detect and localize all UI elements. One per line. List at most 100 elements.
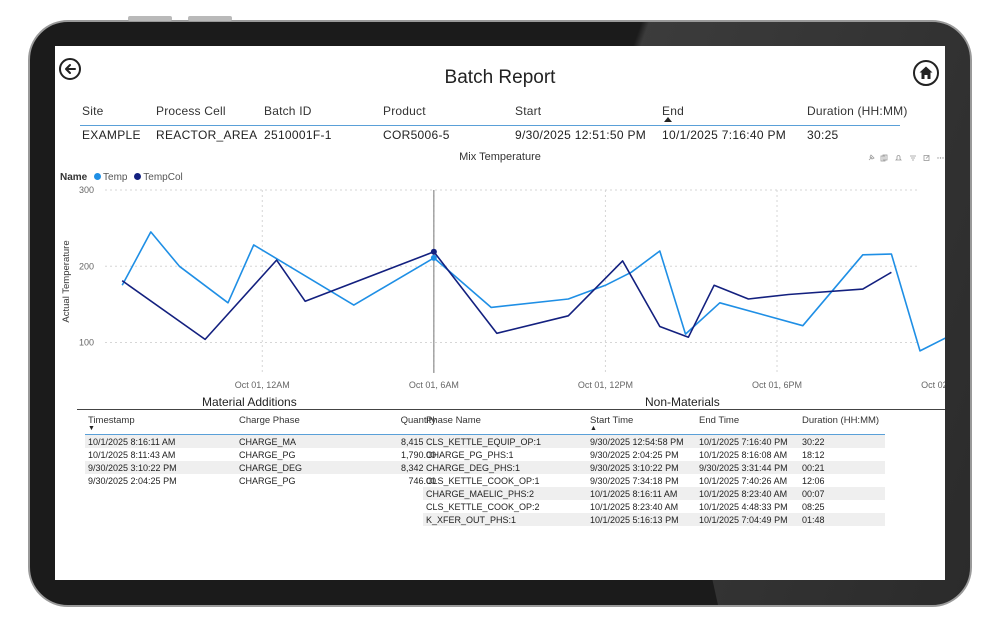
data-point-tempcol[interactable]: [430, 248, 437, 255]
visual-toolbar-icons: [868, 154, 944, 162]
y-tick-label: 200: [79, 261, 94, 271]
table-cell: K_XFER_OUT_PHS:1: [423, 513, 587, 526]
table-row[interactable]: CHARGE_DEG_PHS:1 9/30/2025 3:10:22 PM 9/30…: [423, 461, 885, 474]
column-header-label: Duration (HH:MM): [802, 415, 880, 426]
table-row[interactable]: CHARGE_MAELIC_PHS:2 10/1/2025 8:16:11 AM 1…: [423, 487, 885, 500]
batch-header-col-0[interactable]: Site: [82, 104, 104, 118]
table-cell: 9/30/2025 2:04:25 PM: [88, 475, 177, 486]
home-button[interactable]: [913, 60, 939, 86]
table-cell: CHARGE_PG: [239, 449, 296, 460]
material-additions-header-1[interactable]: Charge Phase: [236, 415, 337, 435]
expand-icon[interactable]: [923, 155, 930, 161]
chart-legend: Name Temp TempCol: [60, 172, 183, 183]
table-cell: 00:07: [799, 487, 885, 500]
legend-label-temp[interactable]: Temp: [103, 172, 128, 183]
table-row[interactable]: CHARGE_PG_PHS:1 9/30/2025 2:04:25 PM 10/1/…: [423, 448, 885, 461]
section-divider: [77, 409, 945, 410]
table-cell: 10/1/2025 7:16:40 PM: [696, 434, 799, 448]
table-cell: CLS_KETTLE_COOK_OP:1: [426, 475, 540, 486]
batch-header-col-6[interactable]: Duration (HH:MM): [807, 104, 908, 118]
material-additions-header-2[interactable]: Quantity: [337, 415, 439, 435]
x-tick-label: Oct 01, 6PM: [752, 380, 802, 390]
mix-temperature-chart[interactable]: 100 200 300 Oct 01, 12AM Oct 01, 6AM Oct 01, …: [55, 181, 945, 391]
table-cell: 10/1/2025 8:11:43 AM: [88, 449, 176, 460]
column-header-label: Charge Phase: [239, 415, 300, 426]
table-cell: 10/1/2025 7:04:49 PM: [696, 513, 799, 526]
bell-icon[interactable]: [895, 155, 902, 161]
legend-label-tempcol[interactable]: TempCol: [143, 172, 183, 183]
table-row[interactable]: 10/1/2025 8:11:43 AM CHARGE_PG 1,790.00: [85, 448, 439, 461]
tablet-volume-button: [128, 16, 172, 21]
y-tick-label: 100: [79, 338, 94, 348]
table-cell: 10/1/2025 8:16:08 AM: [699, 449, 788, 460]
legend-title: Name: [60, 172, 88, 183]
table-row[interactable]: 9/30/2025 2:04:25 PM CHARGE_PG 746.00: [85, 474, 439, 487]
x-tick-label: Oct 01, 12PM: [578, 380, 633, 390]
table-cell: 9/30/2025 3:10:22 PM: [85, 461, 236, 474]
table-cell: 9/30/2025 7:34:18 PM: [590, 475, 679, 486]
table-cell: 30:22: [799, 434, 885, 448]
chart-title: Mix Temperature: [459, 151, 541, 163]
non-materials-header-1[interactable]: Start Time ▲: [587, 415, 696, 435]
table-cell: 9/30/2025 3:10:22 PM: [587, 461, 696, 474]
table-cell: CLS_KETTLE_COOK_OP:2: [426, 501, 540, 512]
table-cell: 10/1/2025 5:16:13 PM: [587, 513, 696, 526]
column-header-label: Phase Name: [426, 415, 481, 426]
batch-header-col-5[interactable]: End: [662, 104, 684, 118]
table-cell: 9/30/2025 12:54:58 PM: [587, 434, 696, 448]
table-row[interactable]: 10/1/2025 8:16:11 AM CHARGE_MA 8,415.26: [85, 434, 439, 448]
table-cell: CHARGE_DEG: [236, 461, 337, 474]
column-header-label: Quantity: [400, 415, 436, 426]
material-additions-title: Material Additions: [202, 395, 297, 409]
column-header-label: Timestamp: [88, 415, 135, 426]
batch-header-col-4[interactable]: Start: [515, 104, 542, 118]
material-additions-header-0[interactable]: Timestamp ▼: [85, 415, 236, 435]
y-axis-label: Actual Temperature: [61, 240, 72, 322]
batch-header-col-3[interactable]: Product: [383, 104, 426, 118]
table-cell: 10/1/2025 8:23:40 AM: [696, 487, 799, 500]
table-cell: 8,342.00: [337, 461, 439, 474]
table-cell: 10/1/2025 8:16:11 AM: [587, 487, 696, 500]
batch-header-value-0: EXAMPLE: [82, 128, 141, 142]
report-screen: Batch Report Site EXAMPLE Process Cell REAC…: [55, 46, 945, 580]
tablet-power-button: [188, 16, 232, 21]
table-cell: CHARGE_DEG_PHS:1: [423, 461, 587, 474]
copy-icon[interactable]: [880, 154, 888, 162]
table-cell: 12:06: [802, 475, 825, 486]
table-row[interactable]: CLS_KETTLE_COOK_OP:1 9/30/2025 7:34:18 PM…: [423, 474, 885, 487]
x-tick-label: Oct 01, 12AM: [235, 380, 290, 390]
table-cell: CHARGE_PG: [239, 475, 296, 486]
batch-header-value-4: 9/30/2025 12:51:50 PM: [515, 128, 647, 142]
table-cell: 18:12: [802, 449, 825, 460]
table-row[interactable]: K_XFER_OUT_PHS:1 10/1/2025 5:16:13 PM 10/1…: [423, 513, 885, 526]
table-cell: CHARGE_MA: [236, 434, 337, 448]
filter-icon[interactable]: [910, 155, 916, 161]
batch-header-col-1[interactable]: Process Cell: [156, 104, 226, 118]
back-arrow-icon: [65, 64, 76, 74]
batch-header-col-2[interactable]: Batch ID: [264, 104, 312, 118]
table-row[interactable]: CLS_KETTLE_EQUIP_OP:1 9/30/2025 12:54:58 …: [423, 434, 885, 448]
non-materials-header-3[interactable]: Duration (HH:MM): [799, 415, 885, 435]
data-point-temp[interactable]: [430, 254, 437, 261]
legend-swatch-temp: [94, 173, 102, 180]
column-header-label: Start Time: [590, 415, 634, 426]
series-line-temp[interactable]: [121, 231, 945, 352]
non-materials-header-2[interactable]: End Time: [696, 415, 799, 435]
batch-header-value-2: 2510001F-1: [264, 128, 332, 142]
report-title: Batch Report: [444, 67, 556, 88]
more-options-icon[interactable]: [937, 157, 944, 159]
back-button[interactable]: [59, 58, 81, 80]
sort-ascending-icon: ▲: [590, 425, 597, 432]
visual-toolbar: [867, 154, 945, 164]
table-row[interactable]: CLS_KETTLE_COOK_OP:2 10/1/2025 8:23:40 AM…: [423, 500, 885, 513]
table-cell: 9/30/2025 2:04:25 PM: [590, 449, 679, 460]
table-row[interactable]: 9/30/2025 3:10:22 PM CHARGE_DEG 8,342.00: [85, 461, 439, 474]
table-cell: 10/1/2025 8:16:11 AM: [85, 434, 236, 448]
x-tick-label: Oct 02, 12AM: [921, 380, 945, 390]
non-materials-header-0[interactable]: Phase Name: [423, 415, 587, 435]
table-cell: 00:21: [799, 461, 885, 474]
series-line-tempcol[interactable]: [121, 251, 892, 341]
table-cell: 9/30/2025 3:31:44 PM: [696, 461, 799, 474]
table-cell: 10/1/2025 8:23:40 AM: [590, 501, 679, 512]
pin-icon[interactable]: [868, 154, 875, 161]
